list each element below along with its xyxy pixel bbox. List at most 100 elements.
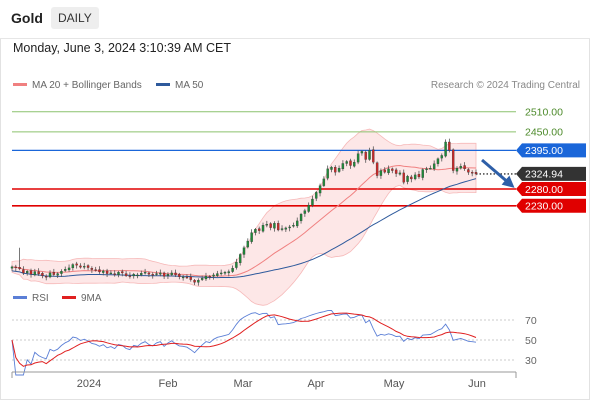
candle-body [322,178,326,186]
moving-averages-layer [11,164,477,279]
candle-body [14,266,17,269]
candle-body [326,168,329,179]
candle-body [90,268,94,270]
candle-body [311,198,314,206]
candle-body [375,162,379,176]
candles-layer [10,138,478,286]
candle-body [94,269,97,271]
candle-body [315,192,318,199]
level-2280-00-label: 2280.00 [525,184,563,196]
candle-body [387,168,390,174]
candle-body [406,176,409,182]
legend-ma20-label: MA 20 + Bollinger Bands [32,80,142,91]
x-tick-2024: 2024 [77,378,101,390]
candle-body [147,272,151,275]
x-tick-feb: Feb [159,378,178,390]
candle-body [341,163,345,170]
candle-body [117,272,120,275]
timeframe-badge[interactable]: DAILY [51,7,99,29]
candle-body [296,220,299,227]
instrument-title: Gold [11,10,43,26]
candle-body [208,276,211,278]
candle-body [292,225,295,227]
ma20-line [11,164,477,277]
candle-body [162,272,166,277]
legend-9ma-swatch [62,295,76,299]
candle-body [219,272,223,275]
candle-body [258,228,261,231]
candle-body [398,172,402,175]
candle-body [41,273,44,276]
candle-body [402,172,405,183]
candle-body [37,271,40,275]
candle-body [75,263,78,266]
candle-body [189,276,192,280]
candle-body [79,265,82,268]
rsi-panel: 70 50 30 [11,310,537,376]
candle-body [64,269,67,271]
candle-body [330,167,333,170]
candle-body [440,155,443,159]
candle-body [26,271,29,274]
candle-body [193,280,196,283]
candle-body [379,170,383,176]
candle-body [307,204,310,212]
candle-body [128,275,132,277]
candle-body [71,264,75,269]
candle-body [216,273,219,276]
candle-body [410,176,413,180]
candle-body [155,273,158,275]
rsi-level-30-label: 30 [525,355,537,367]
candle-body [455,168,459,172]
candle-body [360,151,364,154]
x-tick-apr: Apr [307,378,324,390]
candle-body [444,141,447,157]
x-tick-may: May [384,378,405,390]
candle-body [467,169,470,173]
candle-body [425,168,428,171]
x-tick-mar: Mar [234,378,253,390]
candle-body [356,153,360,163]
level-tags-layer: 2510.00 2450.00 2395.00 2324.94 2280.00 2230.… [516,107,586,213]
rsi-level-50-label: 50 [525,335,537,347]
candle-body [239,254,242,264]
candle-body [269,223,272,228]
level-2280-00-tag [516,182,586,196]
candle-body [231,268,234,272]
candle-body [83,266,86,268]
level-lines-layer [12,111,516,207]
candle-body [337,168,341,172]
candle-body [45,276,48,278]
candle-body [102,270,105,273]
candle-body [345,161,348,164]
ma50-line [11,178,477,279]
candle-body [132,274,135,277]
level-2324-94-label: 2324.94 [525,169,563,181]
candle-body [124,273,128,276]
candle-body [246,240,249,248]
level-2510-00-label: 2510.00 [525,107,563,119]
level-2230-00-label: 2230.00 [525,201,563,213]
candle-body [353,161,356,167]
legend-rsi-label: RSI [32,293,49,304]
legend-ma50-swatch [156,82,170,86]
header-bar: Gold DAILY [0,0,590,39]
candle-body [178,274,181,277]
candle-body [451,149,455,171]
legend-rsi: RSI [13,293,49,305]
candle-body [280,228,284,230]
candle-body [151,274,154,276]
candle-body [372,149,375,163]
candle-body [474,172,478,175]
candle-body [56,273,59,276]
candle-body [29,270,33,275]
candle-body [113,273,116,275]
candle-body [136,274,139,277]
credit-label: Research © 2024 Trading Central [430,80,580,91]
candle-body [265,224,269,226]
candle-body [273,223,276,229]
candle-body [299,214,303,222]
candle-body [471,172,474,174]
candle-body [48,272,52,278]
